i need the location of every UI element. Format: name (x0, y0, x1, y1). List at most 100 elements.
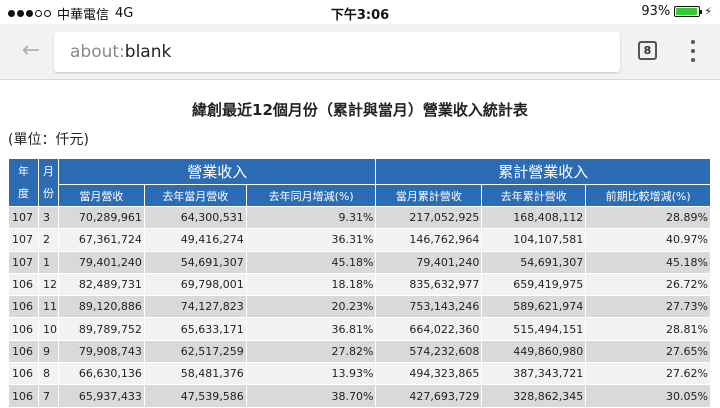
url-host: blank (124, 42, 172, 62)
value-cell: 45.18% (585, 250, 711, 274)
value-cell: 494,323,865 (375, 362, 483, 386)
value-cell: 427,693,729 (375, 384, 483, 408)
value-cell: 168,408,112 (481, 205, 587, 230)
value-cell: 13.93% (245, 362, 377, 386)
arrow-left-icon[interactable]: ← (21, 38, 41, 63)
cumulative-revenue-group-header: 累計營業收入 (375, 158, 711, 185)
value-cell: 659,419,975 (481, 272, 587, 297)
value-cell: 146,762,964 (375, 228, 483, 252)
value-cell: 65,937,433 (57, 384, 145, 408)
column-header: 當月營收 (57, 184, 145, 207)
value-cell: 449,860,980 (481, 339, 587, 364)
browser-toolbar: ← about:blank 8 (0, 24, 720, 80)
year-cell: 106 (8, 295, 39, 319)
month-cell: 12 (37, 272, 59, 297)
year-cell: 107 (8, 250, 39, 274)
value-cell: 753,143,246 (375, 295, 483, 319)
address-bar[interactable]: about:blank (54, 32, 620, 72)
value-cell: 835,632,977 (375, 272, 483, 297)
value-cell: 18.18% (245, 272, 377, 297)
column-header: 前期比較增減(%) (585, 184, 711, 207)
value-cell: 28.89% (585, 205, 711, 230)
value-cell: 27.65% (585, 339, 711, 364)
value-cell: 45.18% (245, 250, 377, 274)
year-cell: 107 (8, 205, 39, 230)
value-cell: 574,232,608 (375, 339, 483, 364)
value-cell: 79,401,240 (375, 250, 483, 274)
value-cell: 79,908,743 (57, 339, 145, 364)
value-cell: 30.05% (585, 384, 711, 408)
revenue-table: 年度 月份 營業收入 累計營業收入 當月營收 去年當月營收 去年同月增減(%) … (8, 158, 711, 408)
table-row: 106 8 66,630,136 58,481,376 13.93% 494,323,86… (8, 362, 711, 386)
value-cell: 27.82% (245, 339, 377, 364)
charging-icon: ⚡ (704, 5, 712, 18)
value-cell: 664,022,360 (375, 317, 483, 341)
signal-strength-icon (8, 10, 51, 17)
month-cell: 11 (37, 295, 59, 319)
unit-label: (單位：仟元) (8, 132, 89, 148)
value-cell: 387,343,721 (481, 362, 587, 386)
table-row: 106 12 82,489,731 69,798,001 18.18% 835,632,9… (8, 272, 711, 297)
column-header: 去年累計營收 (481, 184, 587, 207)
value-cell: 27.73% (585, 295, 711, 319)
month-header: 月份 (37, 158, 59, 207)
value-cell: 47,539,586 (143, 384, 247, 408)
value-cell: 328,862,345 (481, 384, 587, 408)
carrier-name: 中華電信 (57, 8, 110, 23)
value-cell: 49,416,274 (143, 228, 247, 252)
value-cell: 65,633,171 (143, 317, 247, 341)
month-cell: 8 (37, 362, 59, 386)
value-cell: 515,494,151 (481, 317, 587, 341)
column-header: 當月累計營收 (375, 184, 483, 207)
table-row: 107 3 70,289,961 64,300,531 9.31% 217,052,925… (8, 205, 711, 230)
value-cell: 36.81% (245, 317, 377, 341)
table-row: 106 7 65,937,433 47,539,586 38.70% 427,693,72… (8, 384, 711, 408)
monthly-revenue-group-header: 營業收入 (57, 158, 377, 185)
page-content: 緯創最近12個月份（累計與當月）營業收入統計表 (單位：仟元) 年度 月份 營業… (0, 81, 720, 408)
value-cell: 89,789,752 (57, 317, 145, 341)
month-cell: 3 (37, 205, 59, 230)
table-row: 107 2 67,361,724 49,416,274 36.31% 146,762,96… (8, 228, 711, 252)
page-title: 緯創最近12個月份（累計與當月）營業收入統計表 (192, 101, 528, 119)
value-cell: 36.31% (245, 228, 377, 252)
url-scheme: about: (70, 42, 125, 62)
value-cell: 104,107,581 (481, 228, 587, 252)
value-cell: 54,691,307 (143, 250, 247, 274)
network-type: 4G (115, 6, 134, 21)
month-cell: 2 (37, 228, 59, 252)
status-bar: 中華電信 4G 下午3:06 93% ⚡ (0, 0, 720, 24)
table-row: 106 9 79,908,743 62,517,259 27.82% 574,232,60… (8, 339, 711, 364)
table-row: 106 11 89,120,886 74,127,823 20.23% 753,143,2… (8, 295, 711, 319)
value-cell: 89,120,886 (57, 295, 145, 319)
overflow-menu-icon[interactable] (688, 40, 698, 62)
year-header: 年度 (8, 158, 39, 207)
value-cell: 69,798,001 (143, 272, 247, 297)
value-cell: 67,361,724 (57, 228, 145, 252)
table-row: 106 10 89,789,752 65,633,171 36.81% 664,022,3… (8, 317, 711, 341)
carrier-info: 中華電信 4G (8, 4, 133, 23)
year-cell: 106 (8, 272, 39, 297)
battery-icon (674, 6, 703, 17)
clock: 下午3:06 (330, 8, 390, 23)
battery-percent: 93% (641, 4, 671, 19)
value-cell: 66,630,136 (57, 362, 145, 386)
value-cell: 58,481,376 (143, 362, 247, 386)
table-row: 107 1 79,401,240 54,691,307 45.18% 79,401,240… (8, 250, 711, 274)
tab-switcher-button[interactable]: 8 (638, 41, 657, 60)
value-cell: 217,052,925 (375, 205, 483, 230)
value-cell: 64,300,531 (143, 205, 247, 230)
value-cell: 589,621,974 (481, 295, 587, 319)
value-cell: 40.97% (585, 228, 711, 252)
value-cell: 26.72% (585, 272, 711, 297)
value-cell: 79,401,240 (57, 250, 145, 274)
value-cell: 20.23% (245, 295, 377, 319)
month-cell: 10 (37, 317, 59, 341)
battery-info: 93% ⚡ (641, 4, 712, 19)
value-cell: 9.31% (245, 205, 377, 230)
value-cell: 82,489,731 (57, 272, 145, 297)
value-cell: 70,289,961 (57, 205, 145, 230)
month-cell: 7 (37, 384, 59, 408)
value-cell: 54,691,307 (481, 250, 587, 274)
month-cell: 1 (37, 250, 59, 274)
month-cell: 9 (37, 339, 59, 364)
